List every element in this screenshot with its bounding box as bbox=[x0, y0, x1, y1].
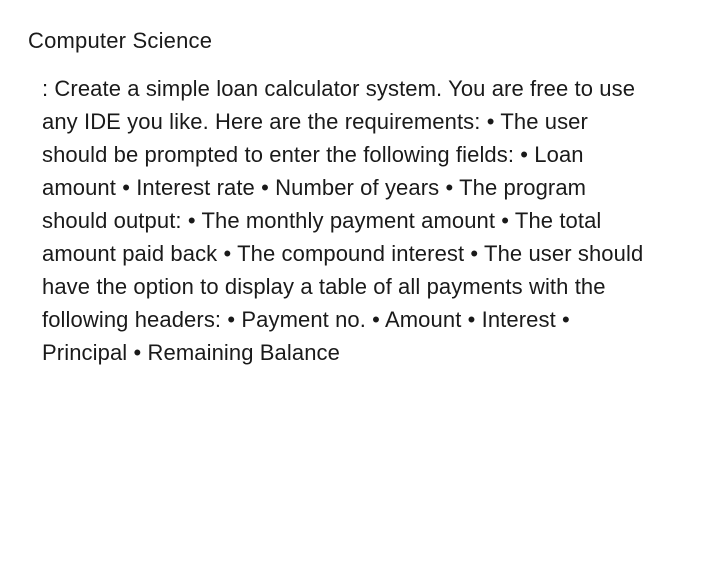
subject-heading: Computer Science bbox=[28, 28, 677, 54]
question-body: : Create a simple loan calculator system… bbox=[28, 72, 677, 369]
